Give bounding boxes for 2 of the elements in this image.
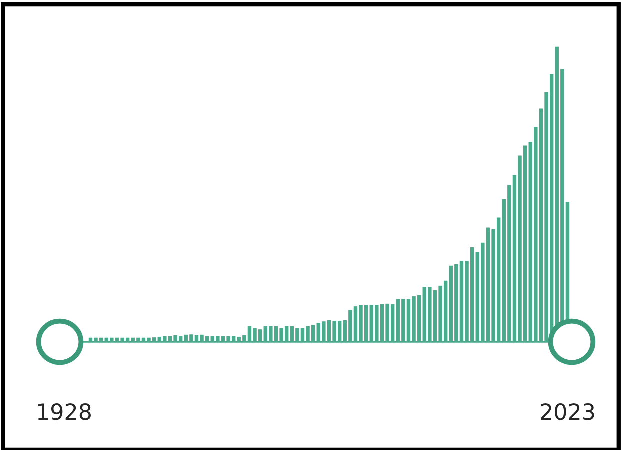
x-tick-label: 1928 xyxy=(38,404,91,420)
x-tick-label: 2023 xyxy=(541,404,594,420)
